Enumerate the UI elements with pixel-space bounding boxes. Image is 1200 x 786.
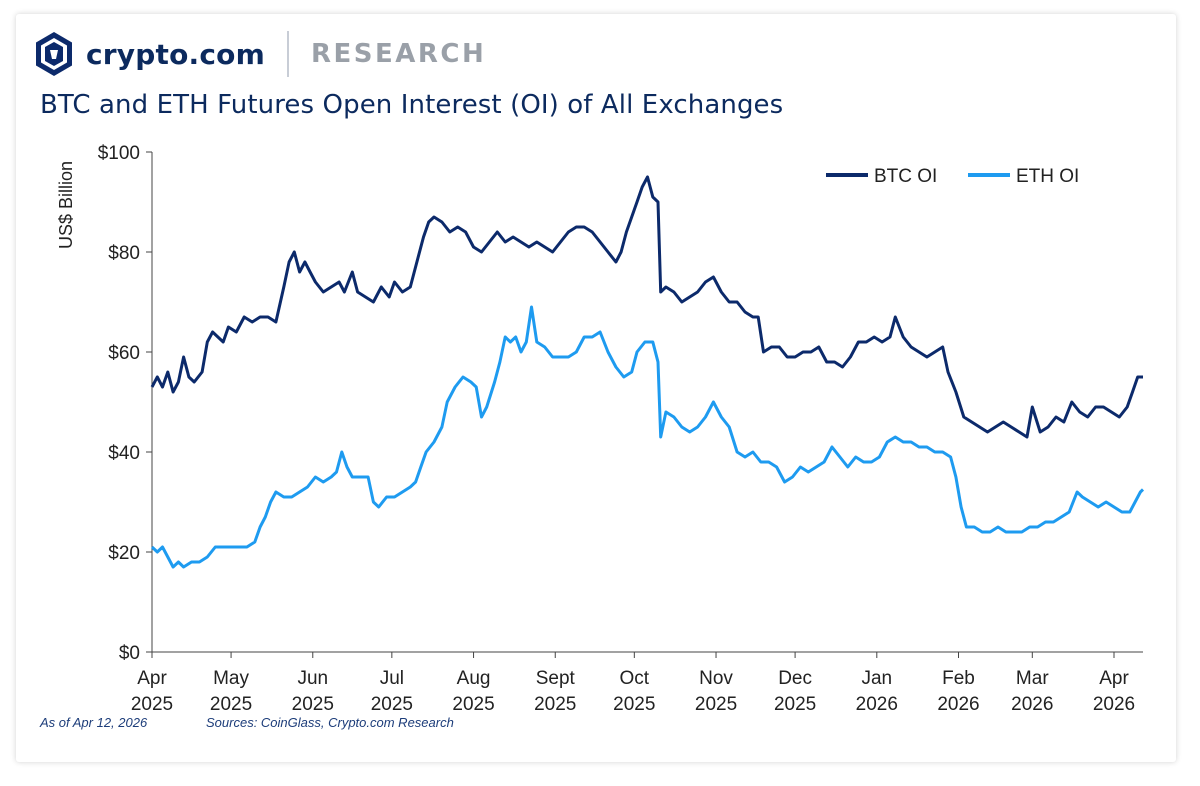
x-tick-label-year: 2025 (210, 694, 252, 715)
series-group (150, 175, 1145, 569)
legend-label: BTC OI (874, 166, 937, 187)
x-tick-label-year: 2025 (452, 694, 494, 715)
x-tick-label-year: 2025 (774, 694, 816, 715)
x-tick-label-month: Feb (942, 668, 975, 689)
x-tick-label-month: Mar (1016, 668, 1049, 689)
x-tick-label-month: Aug (457, 668, 491, 689)
x-tick-label-year: 2025 (131, 694, 173, 715)
x-tick-label-year: 2026 (937, 694, 979, 715)
x-tick-label-month: Jan (861, 668, 892, 689)
header-divider (286, 31, 289, 77)
y-tick-label: $0 (119, 643, 140, 664)
crypto-com-logo-icon (36, 32, 72, 76)
x-tick-label-month: Nov (699, 668, 733, 689)
chart-title: BTC and ETH Futures Open Interest (OI) o… (40, 90, 784, 120)
x-tick-label-year: 2025 (292, 694, 334, 715)
x-tick-label-year: 2026 (1011, 694, 1053, 715)
y-axis: $0 $20 $40 $60 $80 $100 (98, 143, 153, 664)
y-tick-label: $20 (108, 543, 140, 564)
y-tick-label: $80 (108, 243, 140, 264)
eth-oi-line (150, 305, 1145, 569)
x-tick-label-month: Sept (536, 668, 576, 689)
x-tick-label-year: 2025 (371, 694, 413, 715)
x-tick-label-year: 2025 (534, 694, 576, 715)
legend-label: ETH OI (1016, 166, 1079, 187)
x-tick-label-year: 2026 (1093, 694, 1135, 715)
y-axis-label: US$ Billion (56, 161, 76, 249)
x-tick-label-month: Apr (137, 668, 167, 689)
x-tick-label-month: Jul (380, 668, 404, 689)
x-tick-label-month: Jun (297, 668, 328, 689)
x-tick-label-month: Oct (620, 668, 650, 689)
y-tick-label: $100 (98, 143, 140, 164)
btc-oi-line (150, 175, 1143, 439)
x-tick-label-month: Dec (778, 668, 812, 689)
as-of-note: As of Apr 12, 2026 (40, 715, 148, 730)
section-name: RESEARCH (310, 39, 487, 69)
x-axis: Apr 2025 May 2025 Jun 2025 Jul 2025 Aug 2025 Sept 2… (131, 651, 1143, 715)
x-tick-label-year: 2025 (695, 694, 737, 715)
x-tick-label-year: 2025 (613, 694, 655, 715)
x-tick-label-month: Apr (1099, 668, 1129, 689)
y-tick-label: $40 (108, 443, 140, 464)
header: crypto.com RESEARCH (34, 28, 486, 80)
legend: BTC OI ETH OI (826, 166, 1079, 187)
x-tick-label-month: May (213, 668, 249, 689)
y-tick-label: $60 (108, 343, 140, 364)
chart-card (16, 14, 1176, 762)
brand-name: crypto.com (86, 37, 265, 71)
x-tick-label-year: 2026 (856, 694, 898, 715)
sources-note: Sources: CoinGlass, Crypto.com Research (206, 715, 454, 730)
